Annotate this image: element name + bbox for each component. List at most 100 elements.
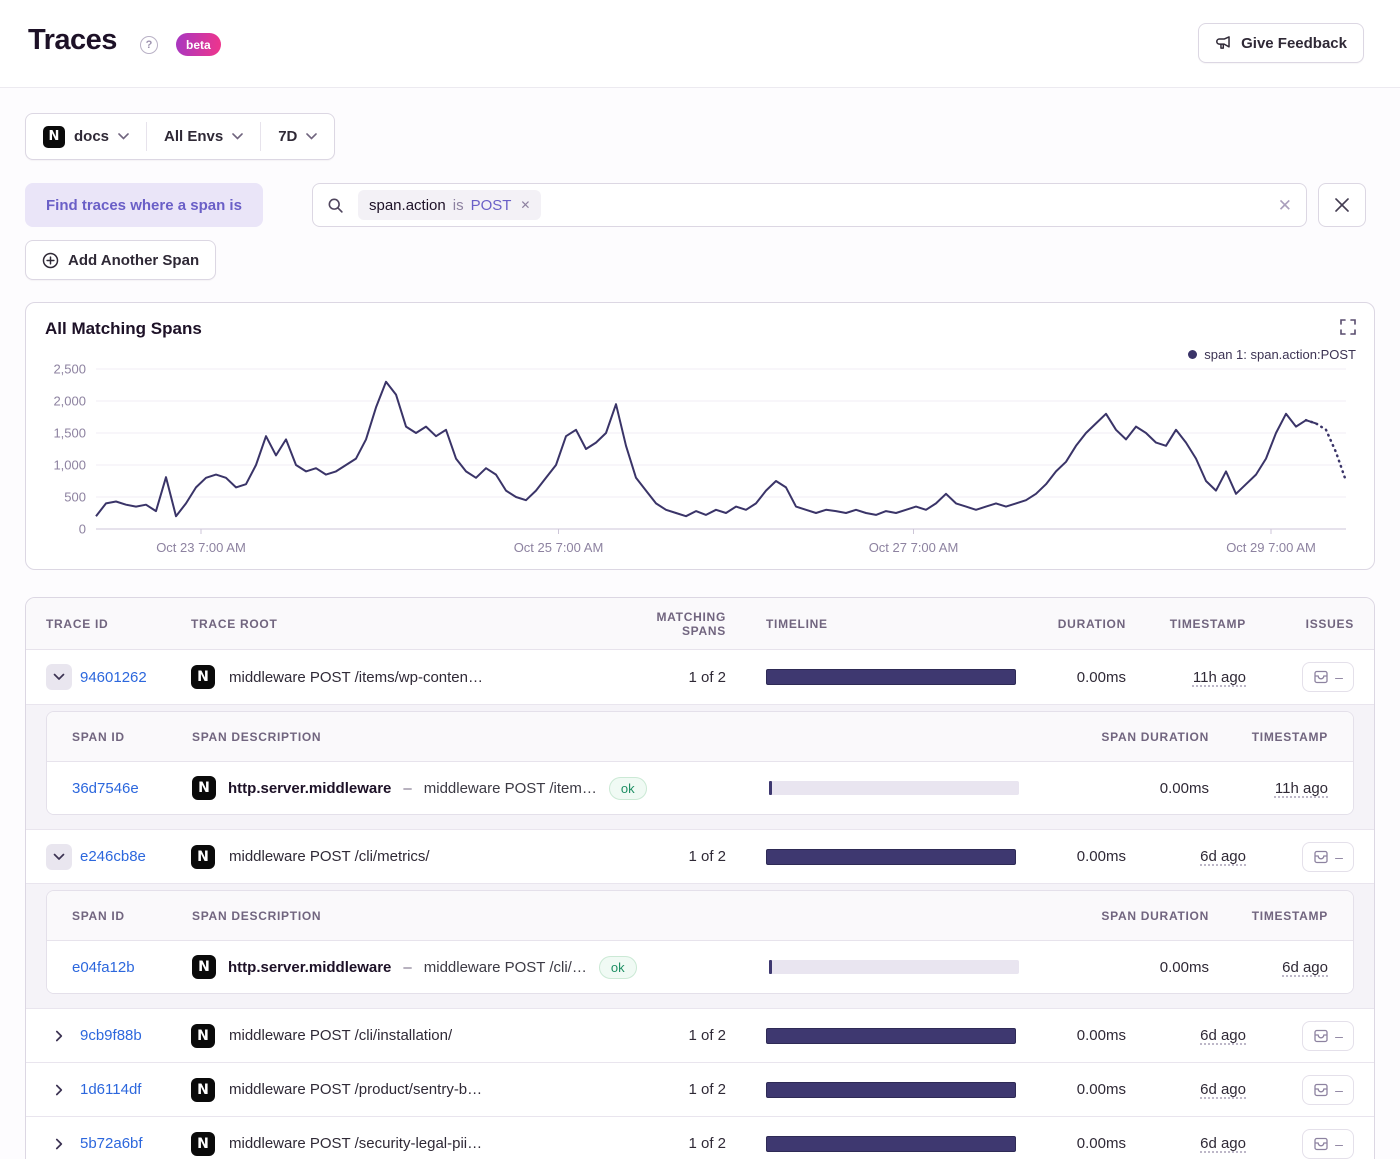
col-duration: DURATION <box>1057 616 1126 631</box>
timeline-bar[interactable] <box>766 1027 1016 1044</box>
trace-id-link[interactable]: 9cb9f88b <box>80 1027 142 1044</box>
svg-text:Oct 25 7:00 AM: Oct 25 7:00 AM <box>514 540 604 555</box>
timeline-cell <box>726 1027 1016 1044</box>
trace-root-cell: N middleware POST /security-legal-pii… <box>191 1131 611 1156</box>
svg-text:Oct 23 7:00 AM: Oct 23 7:00 AM <box>156 540 246 555</box>
span-timestamp-link[interactable]: 11h ago <box>1274 779 1328 797</box>
spans-subtable: SPAN ID SPAN DESCRIPTION SPAN DURATION T… <box>46 890 1354 994</box>
matching-spans-value: 1 of 2 <box>688 1027 726 1044</box>
timeline-bar[interactable] <box>766 1081 1016 1098</box>
timeline-cell <box>726 669 1016 685</box>
top-header: Traces ? beta Give Feedback <box>0 0 1400 88</box>
duration-value: 0.00ms <box>1076 1027 1126 1044</box>
expand-chevron-icon[interactable] <box>46 1077 72 1103</box>
trace-id-link[interactable]: 94601262 <box>80 668 147 686</box>
spans-line-chart: 0 500 1,000 1,500 2,000 2,500 Oct 23 7:00 AM Oc… <box>53 362 1348 555</box>
timeline-bar[interactable] <box>766 848 1016 865</box>
expand-chevron-icon[interactable] <box>46 843 72 870</box>
expand-chevron-icon[interactable] <box>46 1023 72 1049</box>
issues-button[interactable]: – <box>1302 1128 1354 1159</box>
trace-id-cell: 9cb9f88b <box>46 1023 191 1049</box>
traces-table: TRACE ID TRACE ROOT MATCHING SPANS TIMEL… <box>25 597 1375 1159</box>
chevron-down-icon <box>306 133 318 140</box>
give-feedback-button[interactable]: Give Feedback <box>1198 23 1364 63</box>
close-search-button[interactable] <box>1318 183 1366 227</box>
span-status-badge: ok <box>608 776 647 800</box>
table-row[interactable]: e246cb8e N middleware POST /cli/metrics/… <box>26 829 1374 883</box>
timeline-cell <box>726 1135 1016 1152</box>
help-icon[interactable]: ? <box>140 36 158 54</box>
col-span-timestamp: TIMESTAMP <box>1251 908 1328 923</box>
timestamp-link[interactable]: 6d ago <box>1200 1081 1246 1098</box>
issues-button[interactable]: – <box>1302 1074 1354 1105</box>
filter-divider <box>146 122 148 151</box>
token-remove-icon[interactable]: ✕ <box>520 198 531 212</box>
issues-button[interactable]: – <box>1302 1020 1354 1051</box>
col-span-description: SPAN DESCRIPTION <box>192 729 322 744</box>
add-another-span-label: Add Another Span <box>68 251 200 269</box>
issues-box-icon <box>1314 1137 1328 1150</box>
chevron-down-icon <box>118 133 129 140</box>
expand-chart-icon[interactable] <box>1340 319 1356 335</box>
span-id-link[interactable]: e04fa12b <box>72 958 135 976</box>
trace-root-text: middleware POST /product/sentry-b… <box>229 1081 483 1098</box>
expand-chevron-icon[interactable] <box>46 1131 72 1157</box>
span-id-link[interactable]: 36d7546e <box>72 779 139 797</box>
nextjs-project-icon: N <box>191 844 215 869</box>
trace-root-cell: N middleware POST /cli/metrics/ <box>191 844 611 869</box>
date-range-filter[interactable]: 7D <box>261 114 334 159</box>
issues-box-icon <box>1314 1083 1328 1096</box>
span-row[interactable]: e04fa12b N http.server.middleware – midd… <box>47 941 1353 993</box>
trace-id-link[interactable]: 1d6114df <box>80 1081 142 1098</box>
table-row[interactable]: 9cb9f88b N middleware POST /cli/installa… <box>26 1008 1374 1062</box>
svg-text:Oct 27 7:00 AM: Oct 27 7:00 AM <box>869 540 959 555</box>
expand-chevron-icon[interactable] <box>46 664 72 690</box>
issues-button[interactable]: – <box>1302 662 1354 692</box>
span-timeline-bar[interactable] <box>769 960 1019 974</box>
col-span-duration: SPAN DURATION <box>1101 908 1209 923</box>
issues-count-placeholder: – <box>1335 1081 1343 1098</box>
svg-text:2,000: 2,000 <box>53 394 86 409</box>
issues-button[interactable]: – <box>1302 841 1354 872</box>
chart-legend[interactable]: span 1: span.action:POST <box>1188 347 1356 362</box>
timestamp-link[interactable]: 6d ago <box>1200 1027 1246 1044</box>
table-row[interactable]: 5b72a6bf N middleware POST /security-leg… <box>26 1116 1374 1159</box>
timeline-bar[interactable] <box>766 1135 1016 1152</box>
issues-box-icon <box>1314 850 1328 863</box>
issues-count-placeholder: – <box>1335 848 1343 865</box>
timeline-bar[interactable] <box>766 669 1016 685</box>
filter-divider <box>260 122 262 151</box>
table-row[interactable]: 1d6114df N middleware POST /product/sent… <box>26 1062 1374 1116</box>
duration-value: 0.00ms <box>1076 668 1126 686</box>
span-search-input[interactable]: span.action is POST ✕ ✕ <box>312 183 1307 227</box>
nextjs-project-icon: N <box>192 955 216 979</box>
svg-text:1,000: 1,000 <box>53 458 86 473</box>
spans-subtable-header: SPAN ID SPAN DESCRIPTION SPAN DURATION T… <box>47 712 1353 762</box>
col-trace-root: TRACE ROOT <box>191 616 278 631</box>
matching-spans-value: 1 of 2 <box>688 848 726 865</box>
trace-root-text: middleware POST /cli/installation/ <box>229 1027 453 1044</box>
matching-spans-value: 1 of 2 <box>688 1081 726 1098</box>
trace-id-link[interactable]: 5b72a6bf <box>80 1135 143 1152</box>
span-timeline-bar[interactable] <box>769 781 1019 795</box>
add-another-span-button[interactable]: Add Another Span <box>25 240 217 280</box>
expanded-spans-section: SPAN ID SPAN DESCRIPTION SPAN DURATION T… <box>26 883 1374 1008</box>
timestamp-link[interactable]: 6d ago <box>1200 1135 1246 1152</box>
environment-filter[interactable]: All Envs <box>147 114 260 159</box>
project-filter[interactable]: N docs <box>26 114 146 159</box>
col-matching-spans: MATCHING SPANS <box>656 609 726 638</box>
table-row[interactable]: 94601262 N middleware POST /items/wp-con… <box>26 650 1374 704</box>
span-duration-value: 0.00ms <box>1159 958 1209 976</box>
timestamp-link[interactable]: 6d ago <box>1200 848 1246 865</box>
timestamp-link[interactable]: 11h ago <box>1192 668 1246 686</box>
span-timestamp-link[interactable]: 6d ago <box>1282 958 1328 976</box>
span-duration-value: 0.00ms <box>1159 779 1209 797</box>
trace-id-link[interactable]: e246cb8e <box>80 848 146 865</box>
search-clear-icon[interactable]: ✕ <box>1277 195 1292 215</box>
search-filter-token[interactable]: span.action is POST ✕ <box>358 190 542 220</box>
span-row[interactable]: 36d7546e N http.server.middleware – midd… <box>47 762 1353 814</box>
col-span-description: SPAN DESCRIPTION <box>192 908 322 923</box>
duration-value: 0.00ms <box>1076 1081 1126 1098</box>
chart-title: All Matching Spans <box>45 319 202 338</box>
